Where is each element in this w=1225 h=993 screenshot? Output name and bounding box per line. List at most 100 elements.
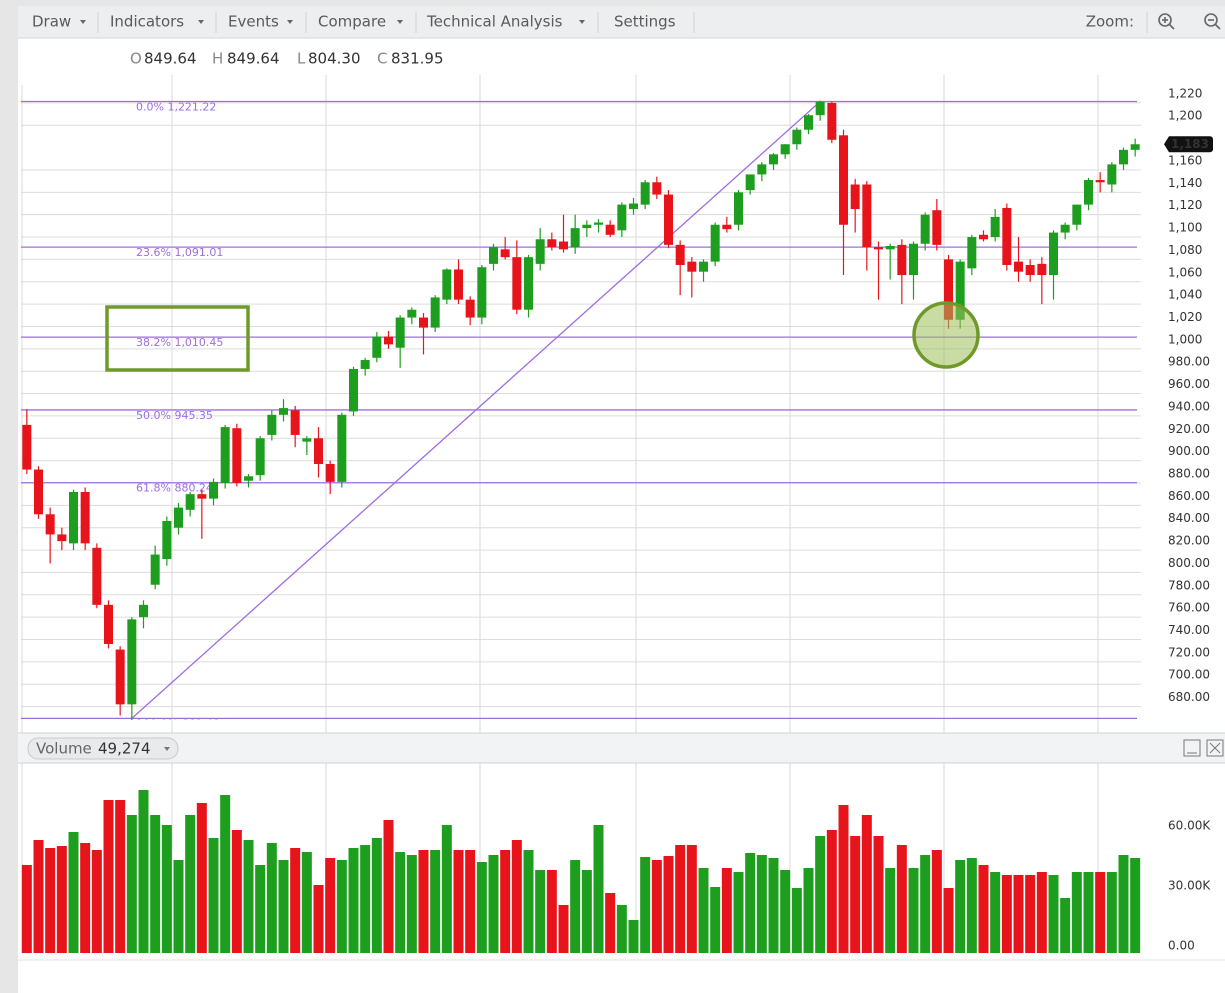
candle-body	[710, 224, 720, 262]
toolbar	[18, 6, 1225, 38]
volume-bar	[80, 843, 91, 953]
volume-bar	[990, 872, 1001, 953]
candle-body	[967, 237, 977, 269]
candle-body	[57, 534, 67, 542]
y-tick-label: 1,020	[1168, 310, 1202, 324]
dropdown-arrow	[397, 20, 403, 24]
volume-readout: 49,274	[98, 740, 151, 758]
candle-body	[220, 427, 230, 483]
candle-body	[780, 144, 790, 155]
volume-bar	[278, 860, 289, 953]
candle-body	[1072, 204, 1082, 225]
candle-body	[290, 410, 300, 435]
ohlc-key: O	[130, 50, 142, 68]
volume-bar	[1025, 875, 1036, 953]
fib-label: 0.0% 1,221.22	[136, 101, 216, 114]
volume-bar	[383, 820, 394, 953]
y-tick-label: 1,120	[1168, 198, 1202, 212]
last-price-label: 1,183	[1171, 137, 1209, 151]
volume-bar	[826, 830, 837, 953]
volume-bar	[745, 853, 756, 953]
volume-bar	[185, 815, 196, 953]
volume-bar	[896, 845, 907, 953]
price-plot: 0.0% 1,221.22 23.6% 1,091.01 38.2% 1,010.4…	[21, 101, 1141, 720]
candle-body	[547, 239, 557, 248]
candle-body	[477, 267, 487, 318]
candle-body	[640, 182, 650, 205]
y-tick-label: 1,100	[1168, 221, 1202, 235]
zoom-out[interactable]	[1204, 13, 1221, 30]
volume-bar	[1048, 875, 1059, 953]
volume-bar	[698, 868, 709, 953]
candle-body	[232, 428, 242, 483]
volume-bar	[220, 795, 231, 953]
menu-draw[interactable]: Draw	[32, 13, 71, 31]
dropdown-arrow	[80, 20, 86, 24]
volume-bar	[1130, 858, 1141, 953]
y-tick-label: 1,000	[1168, 332, 1202, 346]
candle-body	[1060, 224, 1070, 233]
y-tick-label: 1,080	[1168, 243, 1202, 257]
volume-pill[interactable]	[27, 737, 179, 760]
candle-body	[827, 102, 837, 140]
y-tick-label: 720.00	[1168, 645, 1210, 659]
fib-label: 38.2% 1,010.45	[136, 336, 223, 349]
volume-bar	[395, 852, 406, 953]
y-tick-label: 900.00	[1168, 444, 1210, 458]
candle-body	[605, 224, 615, 235]
volume-bar	[126, 815, 137, 953]
menu-technical-analysis[interactable]: Technical Analysis	[426, 13, 563, 31]
volume-bar	[593, 825, 604, 953]
y-tick-label: 980.00	[1168, 355, 1210, 369]
candle-body	[617, 204, 627, 231]
candle-body	[255, 438, 265, 476]
candle-body	[862, 184, 872, 248]
last-price-marker	[1164, 136, 1213, 153]
candle-body	[337, 414, 347, 482]
volume-bar	[441, 825, 452, 953]
volume-bar	[850, 836, 861, 953]
volume-bar	[1071, 872, 1082, 953]
candle-body	[69, 491, 78, 544]
volume-plot: 0.00 30.00K 60.00K	[21, 790, 1211, 953]
menu-events[interactable]: Events	[228, 13, 279, 31]
candle-body	[1025, 264, 1035, 276]
app-frame	[18, 6, 1225, 993]
candle-body	[990, 216, 1000, 238]
volume-bar	[21, 865, 32, 953]
candle-body	[850, 184, 860, 210]
menu-indicators[interactable]: Indicators	[110, 13, 184, 31]
volume-bar	[371, 838, 382, 953]
zoom-in[interactable]	[1158, 13, 1175, 30]
candle-body	[197, 494, 207, 499]
minimize-button[interactable]	[1183, 739, 1201, 757]
candle-body	[792, 129, 802, 145]
candle-body	[1084, 180, 1093, 205]
volume-bar	[91, 850, 102, 953]
price-axis: 680.00 700.00 720.00 740.00 760.00 780.00 800.…	[1164, 86, 1213, 704]
candle-body	[209, 481, 218, 499]
volume-header	[18, 733, 1225, 763]
y-tick-label: 940.00	[1168, 399, 1210, 413]
y-tick-label: 680.00	[1168, 690, 1210, 704]
ohlc-key: L	[297, 50, 306, 68]
volume-bar	[418, 850, 429, 953]
candle-body	[734, 192, 743, 225]
volume-title: Volume	[36, 740, 92, 758]
zoom-label: Zoom:	[1086, 13, 1134, 31]
candle-body	[699, 261, 708, 272]
volume-bar	[920, 855, 931, 953]
menu-settings[interactable]: Settings	[614, 13, 676, 31]
y-tick-label: 920.00	[1168, 422, 1210, 436]
volume-bar	[511, 840, 522, 953]
candle-body	[22, 424, 32, 470]
volume-bar	[208, 838, 219, 953]
candle-body	[804, 115, 813, 130]
volume-bar	[710, 887, 721, 953]
candle-body	[150, 554, 160, 585]
volume-bar	[465, 850, 476, 953]
ohlc-value: 831.95	[391, 50, 444, 68]
close-button[interactable]	[1206, 739, 1224, 757]
menu-compare[interactable]: Compare	[318, 13, 386, 31]
volume-bar	[173, 860, 184, 953]
